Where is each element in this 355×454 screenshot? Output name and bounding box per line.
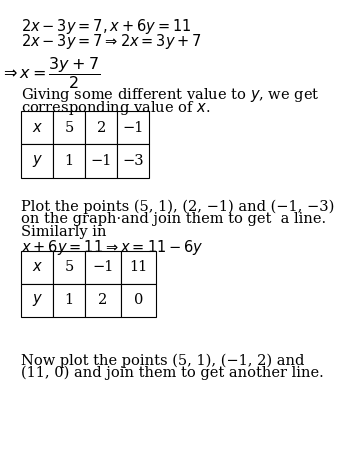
Bar — [85, 284, 121, 317]
Text: Similarly in: Similarly in — [21, 225, 107, 239]
Text: 1: 1 — [65, 154, 74, 168]
Text: $\Rightarrow x = \dfrac{3y+7}{2}$: $\Rightarrow x = \dfrac{3y+7}{2}$ — [0, 55, 100, 91]
Text: Plot the points (5, 1), (2, −1) and (−1, −3): Plot the points (5, 1), (2, −1) and (−1,… — [21, 200, 335, 214]
Bar — [21, 284, 53, 317]
Text: −1: −1 — [91, 154, 112, 168]
Text: (11, 0) and join them to get another line.: (11, 0) and join them to get another lin… — [21, 366, 324, 380]
Bar — [53, 251, 85, 284]
Bar — [53, 144, 85, 178]
Bar — [85, 251, 121, 284]
Text: 0: 0 — [134, 293, 143, 307]
Bar — [121, 251, 156, 284]
Text: $2x - 3y = 7 \Rightarrow 2x = 3y + 7$: $2x - 3y = 7 \Rightarrow 2x = 3y + 7$ — [21, 32, 202, 51]
Bar — [53, 111, 85, 144]
Text: $x$: $x$ — [32, 260, 43, 274]
Text: −1: −1 — [122, 121, 144, 135]
Bar — [117, 144, 149, 178]
Text: 5: 5 — [65, 260, 74, 274]
Text: corresponding value of $x$.: corresponding value of $x$. — [21, 99, 211, 117]
Bar — [85, 144, 117, 178]
Text: Now plot the points (5, 1), (−1, 2) and: Now plot the points (5, 1), (−1, 2) and — [21, 353, 305, 368]
Bar — [53, 284, 85, 317]
Text: 1: 1 — [65, 293, 74, 307]
Text: $x + 6y = 11 \Rightarrow x = 11 - 6y$: $x + 6y = 11 \Rightarrow x = 11 - 6y$ — [21, 238, 204, 257]
Text: 11: 11 — [129, 260, 148, 274]
Bar — [21, 111, 53, 144]
Text: $y$: $y$ — [32, 153, 43, 169]
Bar — [85, 111, 117, 144]
Bar — [121, 284, 156, 317]
Text: $2x - 3y = 7, x + 6y = 11$: $2x - 3y = 7, x + 6y = 11$ — [21, 17, 192, 36]
Text: −3: −3 — [122, 154, 144, 168]
Bar — [21, 251, 53, 284]
Text: 2: 2 — [98, 293, 108, 307]
Text: $y$: $y$ — [32, 292, 43, 308]
Text: 2: 2 — [97, 121, 106, 135]
Text: $x$: $x$ — [32, 121, 43, 135]
Bar — [21, 144, 53, 178]
Bar — [117, 111, 149, 144]
Text: 5: 5 — [65, 121, 74, 135]
Text: Giving some different value to $y$, we get: Giving some different value to $y$, we g… — [21, 86, 320, 104]
Text: on the graph·and join them to get  a line.: on the graph·and join them to get a line… — [21, 212, 327, 227]
Text: −1: −1 — [92, 260, 114, 274]
